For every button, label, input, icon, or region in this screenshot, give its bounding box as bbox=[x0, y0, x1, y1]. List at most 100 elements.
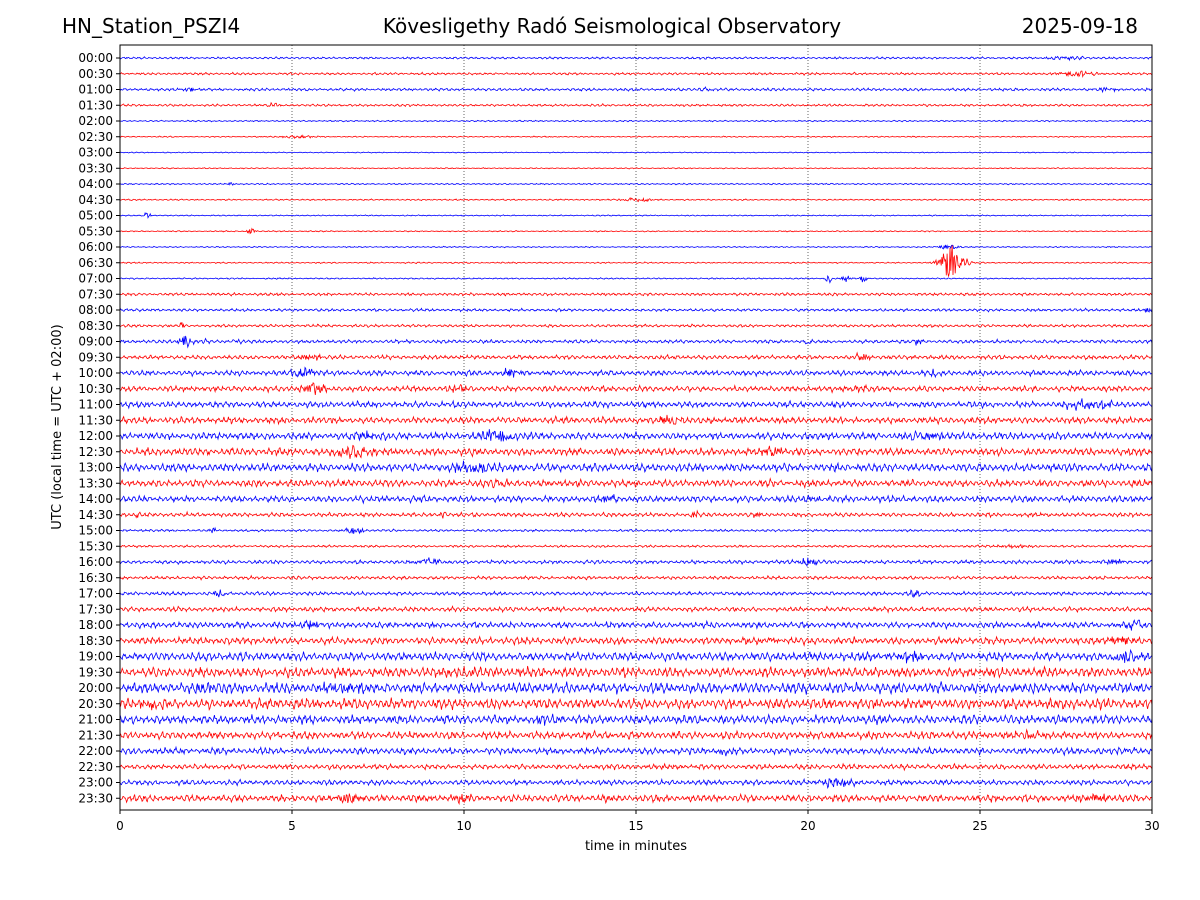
trace-0300 bbox=[119, 151, 1153, 154]
x-tick-label: 25 bbox=[972, 819, 987, 833]
trace-0700 bbox=[119, 274, 1153, 284]
y-tick-label: 10:30 bbox=[78, 382, 113, 396]
y-tick-label: 08:00 bbox=[78, 303, 113, 317]
plot-frame bbox=[119, 44, 1153, 811]
y-tick-label: 01:00 bbox=[78, 83, 113, 97]
y-tick-label: 19:30 bbox=[78, 665, 113, 679]
x-tick-label: 30 bbox=[1144, 819, 1159, 833]
y-tick-label: 04:00 bbox=[78, 177, 113, 191]
y-tick-label: 06:30 bbox=[78, 256, 113, 270]
y-tick-label: 11:00 bbox=[78, 398, 113, 412]
y-tick-label: 17:00 bbox=[78, 587, 113, 601]
y-tick-label: 07:30 bbox=[78, 287, 113, 301]
y-tick-label: 09:30 bbox=[78, 350, 113, 364]
trace-1630 bbox=[119, 574, 1153, 581]
y-tick-label: 03:30 bbox=[78, 161, 113, 175]
trace-0430 bbox=[119, 196, 1153, 203]
trace-1330 bbox=[119, 477, 1153, 490]
trace-1900 bbox=[119, 648, 1153, 664]
y-tick-label: 01:30 bbox=[78, 98, 113, 112]
trace-1000 bbox=[119, 366, 1153, 379]
trace-2300 bbox=[119, 777, 1153, 790]
y-tick-label: 12:30 bbox=[78, 445, 113, 459]
trace-0500 bbox=[119, 211, 1152, 219]
y-tick-label: 00:30 bbox=[78, 67, 113, 81]
y-tick-label: 22:30 bbox=[78, 760, 113, 774]
trace-1200 bbox=[119, 429, 1153, 442]
chart-title: Kövesligethy Radó Seismological Observat… bbox=[382, 14, 842, 38]
trace-2030 bbox=[119, 696, 1153, 712]
x-tick-label: 15 bbox=[628, 819, 643, 833]
trace-1730 bbox=[119, 605, 1153, 614]
trace-0900 bbox=[119, 335, 1153, 349]
y-tick-label: 11:30 bbox=[78, 413, 113, 427]
trace-1600 bbox=[119, 557, 1153, 568]
y-tick-label: 18:00 bbox=[78, 618, 113, 632]
trace-1430 bbox=[119, 509, 1153, 519]
trace-0530 bbox=[119, 227, 1153, 235]
trace-0730 bbox=[119, 291, 1153, 297]
trace-1700 bbox=[119, 589, 1153, 598]
trace-2000 bbox=[119, 680, 1153, 696]
y-tick-label: 23:00 bbox=[78, 776, 113, 790]
trace-1830 bbox=[119, 635, 1153, 647]
y-tick-label: 04:30 bbox=[78, 193, 113, 207]
y-tick-label: 05:30 bbox=[78, 224, 113, 238]
trace-0400 bbox=[119, 181, 1153, 186]
y-tick-label: 03:00 bbox=[78, 146, 113, 160]
y-tick-label: 15:30 bbox=[78, 539, 113, 553]
trace-0230 bbox=[119, 134, 1153, 140]
y-tick-label: 12:00 bbox=[78, 429, 113, 443]
trace-0200 bbox=[119, 119, 1153, 123]
grid-lines bbox=[291, 45, 981, 810]
trace-0100 bbox=[119, 86, 1153, 94]
y-tick-label: 14:00 bbox=[78, 492, 113, 506]
x-tick-label: 5 bbox=[288, 819, 296, 833]
y-tick-label: 08:30 bbox=[78, 319, 113, 333]
y-tick-label: 22:00 bbox=[78, 744, 113, 758]
x-tick-label: 0 bbox=[116, 819, 124, 833]
y-tick-label: 20:00 bbox=[78, 681, 113, 695]
trace-0330 bbox=[119, 166, 1153, 170]
y-tick-label: 14:30 bbox=[78, 508, 113, 522]
y-tick-label: 17:30 bbox=[78, 602, 113, 616]
trace-1400 bbox=[119, 494, 1153, 505]
trace-0830 bbox=[119, 321, 1153, 329]
trace-1030 bbox=[119, 382, 1153, 395]
y-tick-label: 09:00 bbox=[78, 335, 113, 349]
y-tick-label: 10:00 bbox=[78, 366, 113, 380]
trace-0600 bbox=[119, 244, 1153, 250]
y-tick-label: 23:30 bbox=[78, 791, 113, 805]
trace-1930 bbox=[119, 665, 1153, 679]
y-tick-label: 13:30 bbox=[78, 476, 113, 490]
seismogram-traces bbox=[119, 55, 1153, 806]
x-tick-label: 10 bbox=[456, 819, 471, 833]
station-name: HN_Station_PSZI4 bbox=[62, 14, 241, 38]
trace-0000 bbox=[119, 55, 1153, 62]
trace-0930 bbox=[119, 351, 1153, 362]
y-tick-label: 21:30 bbox=[78, 728, 113, 742]
y-axis-label: UTC (local time = UTC + 02:00) bbox=[50, 324, 65, 529]
x-axis-label: time in minutes bbox=[585, 839, 687, 854]
y-tick-label: 00:00 bbox=[78, 51, 113, 65]
y-tick-label: 15:00 bbox=[78, 524, 113, 538]
y-tick-label: 19:00 bbox=[78, 650, 113, 664]
trace-1530 bbox=[119, 543, 1153, 550]
y-tick-label: 02:30 bbox=[78, 130, 113, 144]
date-label: 2025-09-18 bbox=[1021, 14, 1138, 38]
trace-1100 bbox=[119, 398, 1153, 411]
x-tick-label: 20 bbox=[800, 819, 815, 833]
y-tick-label: 13:00 bbox=[78, 461, 113, 475]
trace-1230 bbox=[119, 444, 1153, 459]
x-tick-labels: 0 5 10 15 20 25 30 bbox=[116, 810, 1160, 833]
trace-2130 bbox=[119, 728, 1153, 741]
y-tick-label: 02:00 bbox=[78, 114, 113, 128]
trace-2200 bbox=[119, 745, 1153, 757]
trace-2100 bbox=[119, 713, 1153, 726]
y-tick-label: 06:00 bbox=[78, 240, 113, 254]
trace-2330 bbox=[119, 792, 1153, 806]
trace-0630 bbox=[119, 245, 1152, 277]
trace-1300 bbox=[119, 460, 1153, 474]
